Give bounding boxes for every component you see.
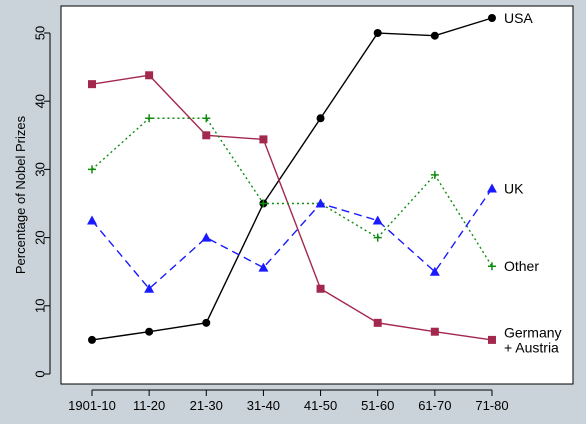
y-tick-label: 10 xyxy=(33,299,48,313)
data-point xyxy=(315,198,326,208)
data-point xyxy=(145,114,154,123)
series-layer xyxy=(87,13,497,344)
x-tick-label: 41-50 xyxy=(304,398,337,413)
x-tick-label: 21-30 xyxy=(190,398,223,413)
x-tick-label: 11-20 xyxy=(133,398,165,413)
series-label: Other xyxy=(504,258,539,274)
series-uk xyxy=(87,183,497,293)
y-tick-label: 20 xyxy=(33,230,48,244)
data-point xyxy=(87,215,97,225)
series-germany-austria xyxy=(88,71,496,344)
series-labels: USA Germany+ Austria Other UK xyxy=(504,10,562,355)
y-tick-label: 30 xyxy=(33,162,48,176)
x-tick-label: 61-70 xyxy=(418,398,451,413)
y-tick-label: 0 xyxy=(33,370,48,377)
series-label: USA xyxy=(504,10,533,26)
y-tick-label: 50 xyxy=(33,26,48,40)
data-point xyxy=(430,170,439,179)
series-line xyxy=(91,74,493,341)
data-point xyxy=(259,135,268,144)
data-point xyxy=(429,266,440,276)
data-point xyxy=(144,283,155,293)
data-point xyxy=(430,327,439,336)
data-point xyxy=(202,131,211,140)
data-point xyxy=(373,233,382,242)
series-line xyxy=(91,117,493,267)
data-point xyxy=(202,114,211,123)
data-point xyxy=(88,80,96,89)
data-point xyxy=(487,13,496,22)
y-tick-label: 40 xyxy=(33,94,48,108)
series-line xyxy=(91,17,493,341)
x-tick-label: 31-40 xyxy=(247,398,280,413)
series-label: + Austria xyxy=(504,339,559,355)
data-point xyxy=(372,215,383,225)
x-tick-label: 71-80 xyxy=(475,398,508,413)
data-point xyxy=(373,318,382,327)
x-axis: 1901-10 11-20 21-30 31-40 41-50 51-60 61-70 71-… xyxy=(68,389,509,413)
x-tick-label: 51-60 xyxy=(361,398,394,413)
series-usa xyxy=(88,13,496,344)
data-point xyxy=(258,262,269,272)
data-point xyxy=(202,318,211,327)
data-point xyxy=(487,335,496,344)
x-tick-label: 1901-10 xyxy=(68,398,116,413)
data-point xyxy=(487,262,496,271)
data-point xyxy=(373,29,382,37)
data-point xyxy=(316,114,325,123)
data-point xyxy=(486,183,497,193)
data-point xyxy=(88,165,96,174)
data-point xyxy=(316,284,325,293)
y-axis-title: Percentage of Nobel Prizes xyxy=(13,115,28,274)
plot-area xyxy=(60,5,574,385)
series-label: Germany xyxy=(504,324,562,340)
data-point xyxy=(201,232,212,242)
data-point xyxy=(430,31,439,40)
data-point xyxy=(88,335,96,344)
data-point xyxy=(145,71,154,80)
y-axis: 0 10 20 30 40 50 xyxy=(33,26,51,378)
data-point xyxy=(145,327,154,336)
series-label: UK xyxy=(504,180,524,196)
series-line xyxy=(91,188,493,290)
data-point xyxy=(259,199,268,208)
